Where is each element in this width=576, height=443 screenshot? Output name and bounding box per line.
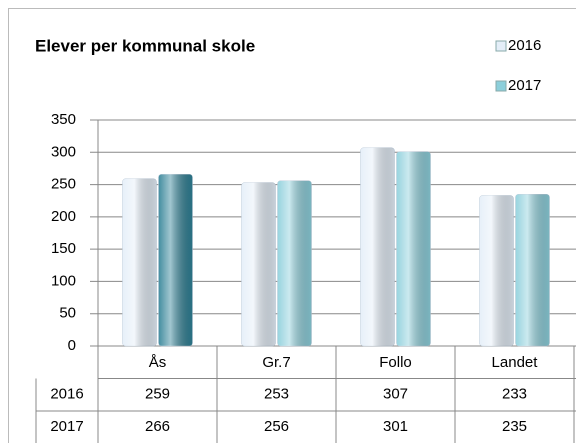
bar [158, 173, 193, 347]
y-tick-label: 200 [51, 208, 76, 225]
bar [479, 195, 514, 347]
table-cell: 235 [502, 418, 527, 435]
bar [515, 194, 550, 347]
legend-label: 2016 [508, 37, 541, 54]
x-tick-label: Gr.7 [262, 354, 290, 371]
y-tick-label: 350 [51, 111, 76, 128]
y-tick-label: 150 [51, 240, 76, 257]
table-cell: 259 [145, 386, 170, 403]
y-tick-label: 100 [51, 272, 76, 289]
y-tick-label: 50 [59, 305, 76, 322]
table-cell: 233 [502, 386, 527, 403]
x-tick-label: Landet [492, 354, 539, 371]
table-cell: 266 [145, 418, 170, 435]
table-cell: 307 [383, 386, 408, 403]
bar [122, 178, 157, 347]
y-tick-label: 0 [68, 337, 76, 354]
bar [360, 147, 395, 347]
bar [277, 180, 312, 347]
y-tick-label: 300 [51, 143, 76, 160]
x-tick-label: Follo [379, 354, 412, 371]
bar [241, 182, 276, 347]
chart-title: Elever per kommunal skole [35, 36, 255, 55]
table-cell: 256 [264, 418, 289, 435]
legend-swatch [495, 40, 507, 52]
table-cell: 301 [383, 418, 408, 435]
bar [396, 151, 431, 347]
y-tick-label: 250 [51, 176, 76, 193]
table-cell: 253 [264, 386, 289, 403]
legend-label: 2017 [508, 77, 541, 94]
table-row-header: 2017 [50, 418, 83, 435]
table-row-header: 2016 [50, 386, 83, 403]
x-tick-label: Ås [149, 354, 167, 371]
legend-swatch [495, 80, 507, 92]
